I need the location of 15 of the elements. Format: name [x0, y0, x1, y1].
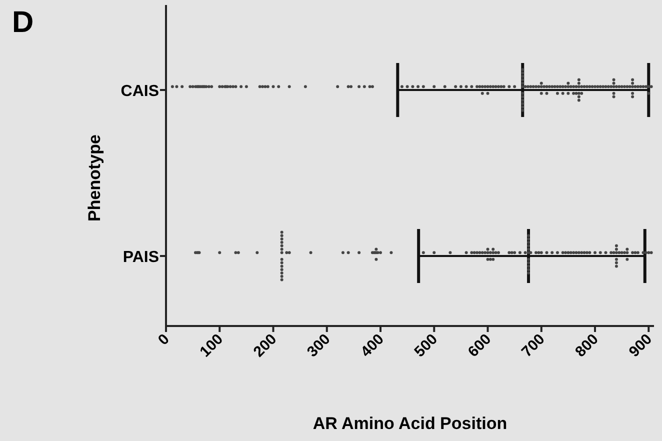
x-tick-label: 200 [250, 330, 280, 361]
chart-title: D [12, 6, 34, 39]
x-tick-label: 300 [304, 330, 334, 361]
x-tick-label: 800 [572, 330, 602, 361]
x-tick-label: 500 [411, 330, 441, 361]
x-tick-label: 900 [626, 330, 656, 361]
x-tick-label: 600 [464, 330, 495, 361]
x-tick-label: 400 [358, 330, 388, 361]
x-tick-label: 100 [196, 330, 226, 361]
x-tick-label: 0 [154, 330, 173, 349]
y-axis-title: Phenotype [85, 134, 104, 222]
x-axis-title: AR Amino Acid Position [312, 414, 508, 433]
x-tick-label: 700 [518, 330, 548, 361]
y-tick-label: PAIS [122, 249, 160, 266]
y-tick-label: CAIS [120, 83, 160, 100]
